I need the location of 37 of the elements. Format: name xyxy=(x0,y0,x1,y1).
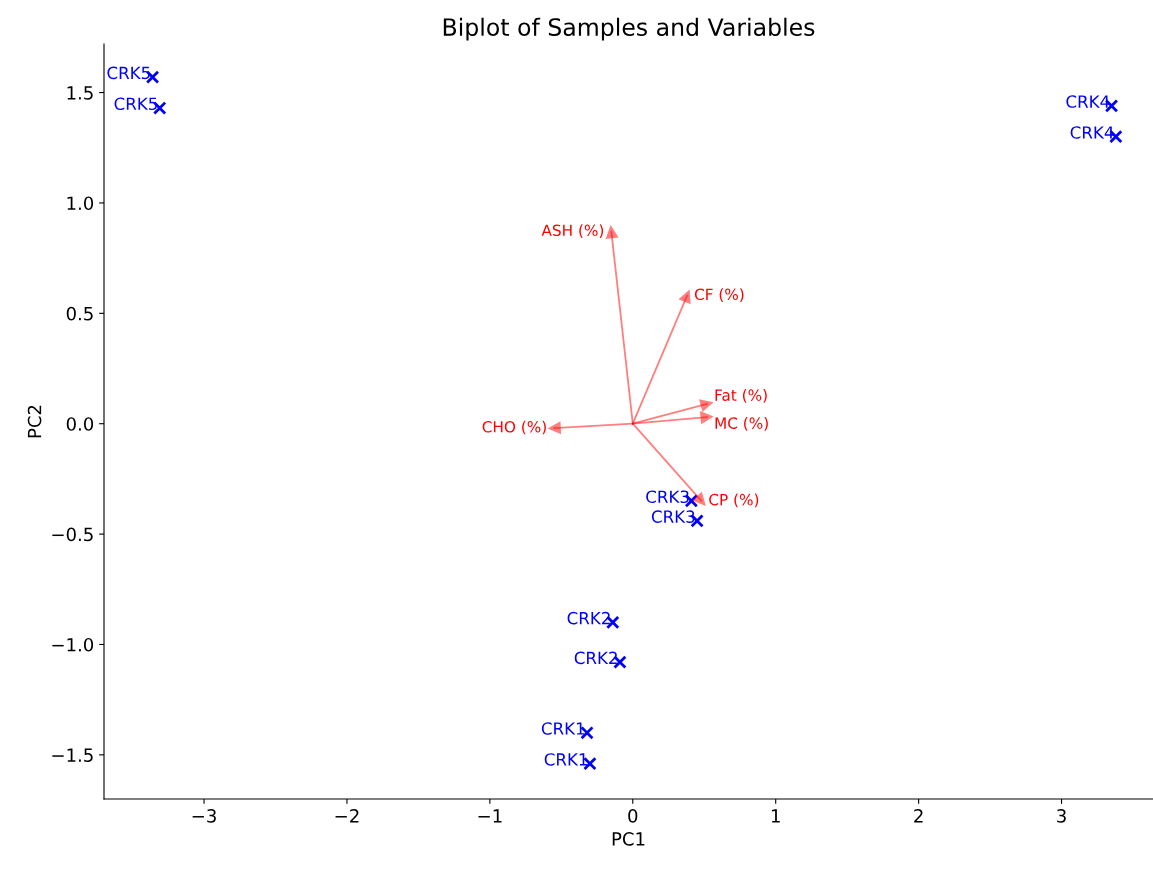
data-label: CRK4 xyxy=(1070,126,1114,139)
data-label: CRK2 xyxy=(567,611,610,625)
point xyxy=(605,225,619,239)
chart-title: Biplot of Samples and Variables xyxy=(443,17,815,41)
data-label: MC (%) xyxy=(715,417,768,431)
data-label: CRK3 xyxy=(651,510,695,523)
data-label: CRK1 xyxy=(541,722,585,735)
data-label: CRK2 xyxy=(574,651,617,665)
data-label: CP (%) xyxy=(709,493,759,508)
point xyxy=(699,399,714,412)
y-tick-label: 1.0 xyxy=(67,196,94,211)
y-tick-label: −0.5 xyxy=(52,527,93,542)
x-axis-title: PC1 xyxy=(612,832,645,846)
x-tick-label: 2 xyxy=(914,809,923,823)
y-tick-label: −1.0 xyxy=(52,637,94,652)
y-tick-label: 0.0 xyxy=(66,417,94,431)
data-label: CRK5 xyxy=(114,97,157,111)
y-tick-label: 0.5 xyxy=(66,306,93,321)
y-tick-label: 1.5 xyxy=(67,86,93,100)
point xyxy=(699,411,714,425)
data-label: CRK1 xyxy=(544,753,587,766)
data-label: ASH (%) xyxy=(541,224,604,238)
data-label: CHO (%) xyxy=(482,420,546,435)
x-tick-label: 0 xyxy=(628,809,638,823)
x-tick-label: −1 xyxy=(478,809,502,823)
x-tick-label: −2 xyxy=(335,809,359,823)
point xyxy=(547,421,562,435)
data-label: CRK5 xyxy=(107,66,150,80)
data-label: Fat (%) xyxy=(715,389,767,403)
x-tick-label: 1 xyxy=(771,809,780,823)
y-tick-label: −1.5 xyxy=(52,748,93,762)
data-label: CRK3 xyxy=(646,490,689,504)
y-axis-title: PC2 xyxy=(27,405,42,438)
data-label: CF (%) xyxy=(694,288,744,302)
x-tick-label: 3 xyxy=(1057,809,1066,823)
x-tick-label: −3 xyxy=(192,809,216,823)
data-label: CRK4 xyxy=(1066,95,1110,108)
